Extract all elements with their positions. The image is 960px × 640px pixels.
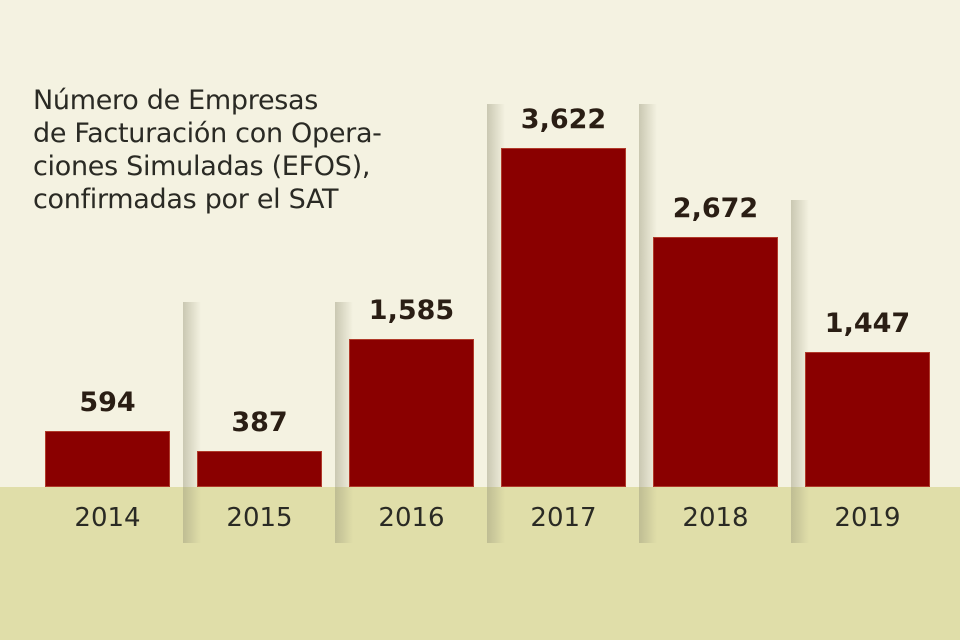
data-label: 1,585 — [368, 294, 455, 326]
column-separator — [791, 200, 809, 543]
bar-2015 — [197, 450, 322, 487]
data-label: 2,672 — [672, 192, 759, 224]
column-separator — [639, 104, 657, 543]
bar-2017 — [501, 148, 626, 487]
x-tick-label: 2015 — [226, 503, 293, 533]
bar-2014 — [45, 431, 170, 487]
data-label: 594 — [79, 387, 136, 419]
column-separator — [183, 302, 201, 543]
x-tick-label: 2014 — [74, 503, 141, 533]
bar-2019 — [805, 351, 930, 487]
category-axis-band — [0, 487, 960, 640]
chart-title: Número de Empresas de Facturación con Op… — [33, 85, 382, 215]
x-tick-label: 2016 — [378, 503, 445, 533]
data-label: 1,447 — [824, 307, 911, 339]
x-tick-label: 2017 — [530, 503, 597, 533]
bar-2016 — [349, 338, 474, 487]
column-separator — [487, 104, 505, 543]
data-label: 387 — [231, 406, 288, 438]
data-label: 3,622 — [520, 104, 607, 135]
x-tick-label: 2019 — [834, 503, 901, 533]
column-separator — [335, 302, 353, 543]
bar-2018 — [653, 236, 778, 487]
x-tick-label: 2018 — [682, 503, 749, 533]
